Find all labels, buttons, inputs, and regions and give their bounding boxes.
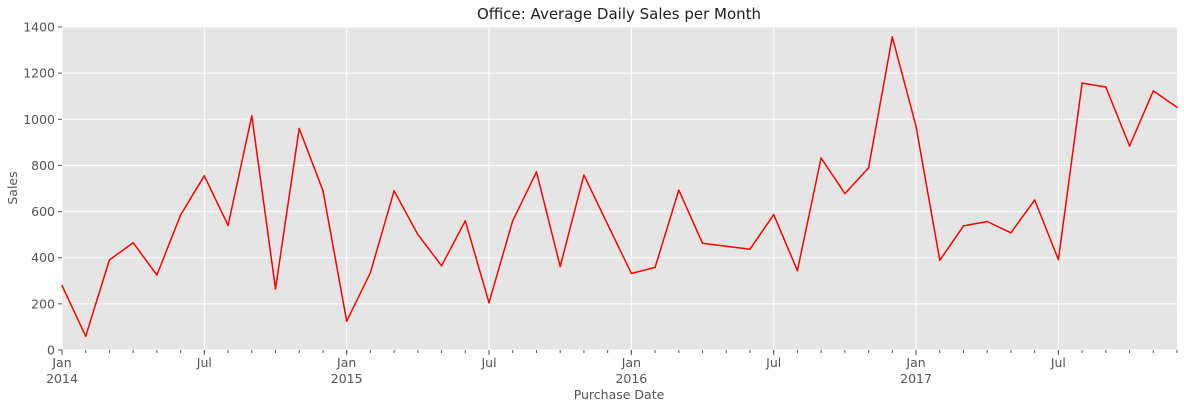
data-point xyxy=(678,189,680,191)
data-point xyxy=(108,259,111,261)
data-point xyxy=(322,190,324,192)
series-line xyxy=(61,36,1178,337)
data-point xyxy=(1057,258,1060,261)
data-point xyxy=(796,269,799,272)
data-point xyxy=(179,214,182,216)
x-tick-label: Jan xyxy=(336,355,356,370)
data-point xyxy=(393,190,395,192)
data-point xyxy=(915,125,917,128)
data-point xyxy=(749,248,751,250)
y-tick-label: 1400 xyxy=(23,20,55,35)
data-point xyxy=(369,271,372,274)
x-tick-label: Jul xyxy=(765,355,781,370)
data-point xyxy=(938,259,941,262)
data-point xyxy=(820,157,822,159)
data-point xyxy=(891,36,894,38)
data-point xyxy=(986,220,989,223)
y-tick-label: 800 xyxy=(31,158,55,173)
data-point xyxy=(132,241,134,244)
y-tick-label: 1000 xyxy=(23,112,55,127)
data-point xyxy=(488,301,490,304)
x-tick-label: Jul xyxy=(480,355,496,370)
data-point xyxy=(867,166,870,169)
y-tick-label: 400 xyxy=(31,250,55,265)
series-layer xyxy=(61,36,1178,337)
data-point xyxy=(606,223,609,226)
data-point xyxy=(1176,106,1178,109)
x-tick-label: Jan xyxy=(51,355,71,370)
plot-area xyxy=(62,27,1177,350)
data-point xyxy=(250,115,253,117)
x-tick-year-label: 2015 xyxy=(331,371,363,386)
data-point xyxy=(1128,145,1131,147)
data-point xyxy=(1033,199,1036,201)
data-point xyxy=(156,274,158,276)
data-point xyxy=(630,272,633,275)
y-tick-label: 200 xyxy=(31,296,55,311)
data-point xyxy=(464,220,467,222)
data-point xyxy=(417,233,419,236)
data-point xyxy=(535,171,538,173)
data-point xyxy=(203,175,206,177)
data-point xyxy=(772,213,775,216)
data-point xyxy=(345,320,348,322)
grid xyxy=(61,26,1177,351)
data-point xyxy=(654,266,656,269)
data-point xyxy=(583,174,585,176)
x-tick-label: Jan xyxy=(905,355,925,370)
data-point xyxy=(298,127,301,130)
data-point xyxy=(962,225,965,227)
data-point xyxy=(1010,231,1012,234)
x-tick-label: Jul xyxy=(196,355,212,370)
x-axis-label: Purchase Date xyxy=(574,387,665,402)
data-point xyxy=(440,264,443,267)
x-tick-label: Jul xyxy=(1050,355,1066,370)
x-tick-year-label: 2017 xyxy=(900,371,932,386)
data-point xyxy=(84,335,87,337)
x-tick-year-label: 2016 xyxy=(615,371,647,386)
data-point xyxy=(1152,90,1155,92)
x-tick-label: Jan xyxy=(621,355,641,370)
data-point xyxy=(274,288,277,290)
x-tick-year-label: 2014 xyxy=(46,371,78,386)
y-axis-label: Sales xyxy=(5,171,20,204)
data-point xyxy=(227,224,229,227)
data-point xyxy=(61,284,63,287)
chart-title: Office: Average Daily Sales per Month xyxy=(477,5,761,23)
y-tick-label: 600 xyxy=(31,204,55,219)
data-point xyxy=(1081,82,1083,84)
y-tick-label: 0 xyxy=(47,343,55,358)
data-point xyxy=(725,245,728,247)
data-point xyxy=(844,192,846,195)
y-tick-label: 1200 xyxy=(23,66,55,81)
data-point xyxy=(701,242,704,244)
data-point xyxy=(559,265,561,268)
data-point xyxy=(1105,86,1107,88)
data-point xyxy=(511,220,514,222)
